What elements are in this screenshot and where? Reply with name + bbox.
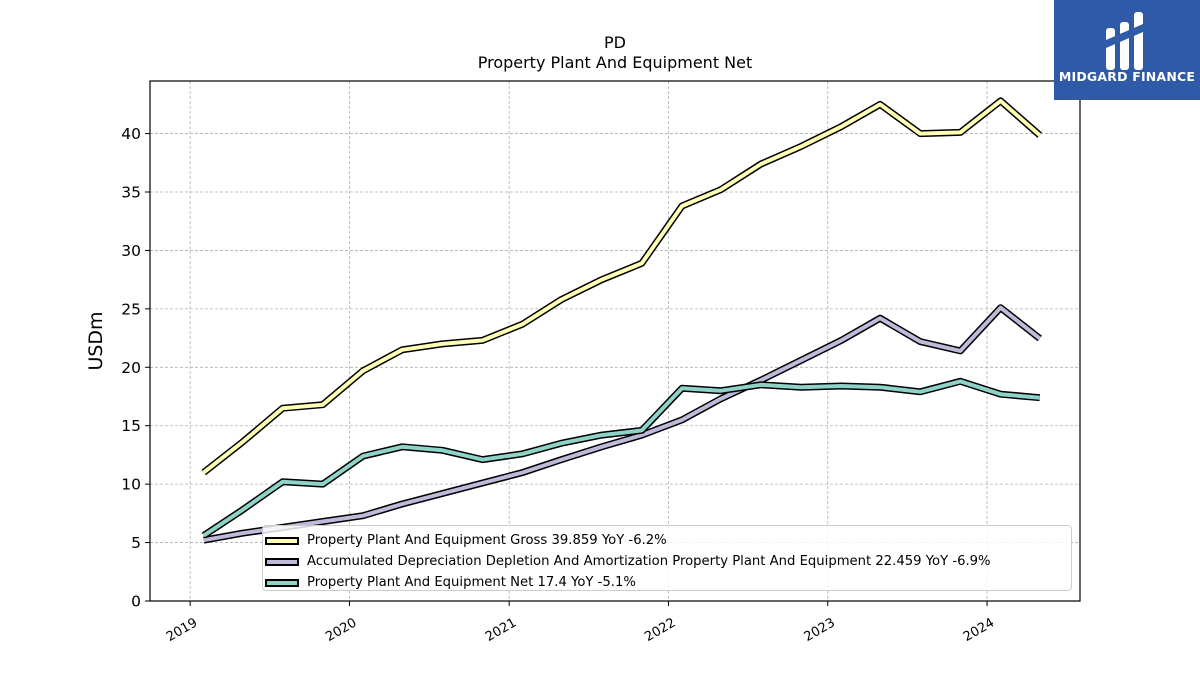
legend-item-gross: Property Plant And Equipment Gross 39.85… (263, 530, 1071, 551)
legend-item-depreciation: Accumulated Depreciation Depletion And A… (263, 551, 1071, 572)
series-line-2 (202, 379, 1040, 538)
midgard-finance-logo: MIDGARD FINANCE (1054, 0, 1200, 100)
y-tick-label: 15 (121, 417, 141, 435)
axes: 0 5 10 15 20 25 30 35 40 2019 2020 2021 2022 2023 2024 (121, 125, 997, 645)
y-tick-label: 10 (121, 476, 141, 494)
x-tick-label: 2020 (323, 615, 359, 645)
legend-swatch-gross (265, 536, 299, 545)
logo-mark-icon (1106, 12, 1143, 70)
x-tick-label: 2022 (642, 615, 678, 645)
y-tick-label: 35 (121, 184, 141, 202)
y-axis-label: USDm (85, 311, 107, 370)
chart-title: PD (604, 33, 626, 52)
y-tick-label: 25 (121, 300, 141, 318)
chart-title-block: PD Property Plant And Equipment Net (150, 33, 1080, 73)
series-line-1 (203, 305, 1042, 543)
legend-label-gross: Property Plant And Equipment Gross 39.85… (307, 533, 667, 548)
legend-item-net: Property Plant And Equipment Net 17.4 Yo… (263, 572, 1071, 593)
legend-swatch-depreciation (265, 557, 299, 566)
x-tick-label: 2023 (802, 615, 838, 645)
x-tick-label: 2021 (483, 615, 519, 645)
series-line-0 (202, 98, 1042, 475)
y-tick-label: 20 (121, 359, 141, 377)
series-outline-0 (201, 97, 1043, 476)
x-tick-label: 2019 (164, 615, 200, 645)
legend-swatch-net (265, 578, 299, 587)
series-outline-2 (201, 377, 1041, 539)
y-tick-label: 40 (121, 125, 141, 143)
legend-label-depreciation: Accumulated Depreciation Depletion And A… (307, 554, 991, 569)
y-tick-label: 5 (131, 534, 141, 552)
x-tick-label: 2024 (961, 615, 997, 645)
plot-frame (149, 80, 1081, 602)
series-outline-1 (203, 304, 1042, 544)
series-lines (201, 97, 1043, 544)
legend-label-net: Property Plant And Equipment Net 17.4 Yo… (307, 575, 636, 590)
chart-legend: Property Plant And Equipment Gross 39.85… (262, 525, 1072, 591)
logo-text: MIDGARD FINANCE (1058, 69, 1196, 84)
y-tick-label: 0 (131, 593, 141, 611)
y-tick-label: 30 (121, 242, 141, 260)
chart-subtitle: Property Plant And Equipment Net (477, 53, 753, 72)
